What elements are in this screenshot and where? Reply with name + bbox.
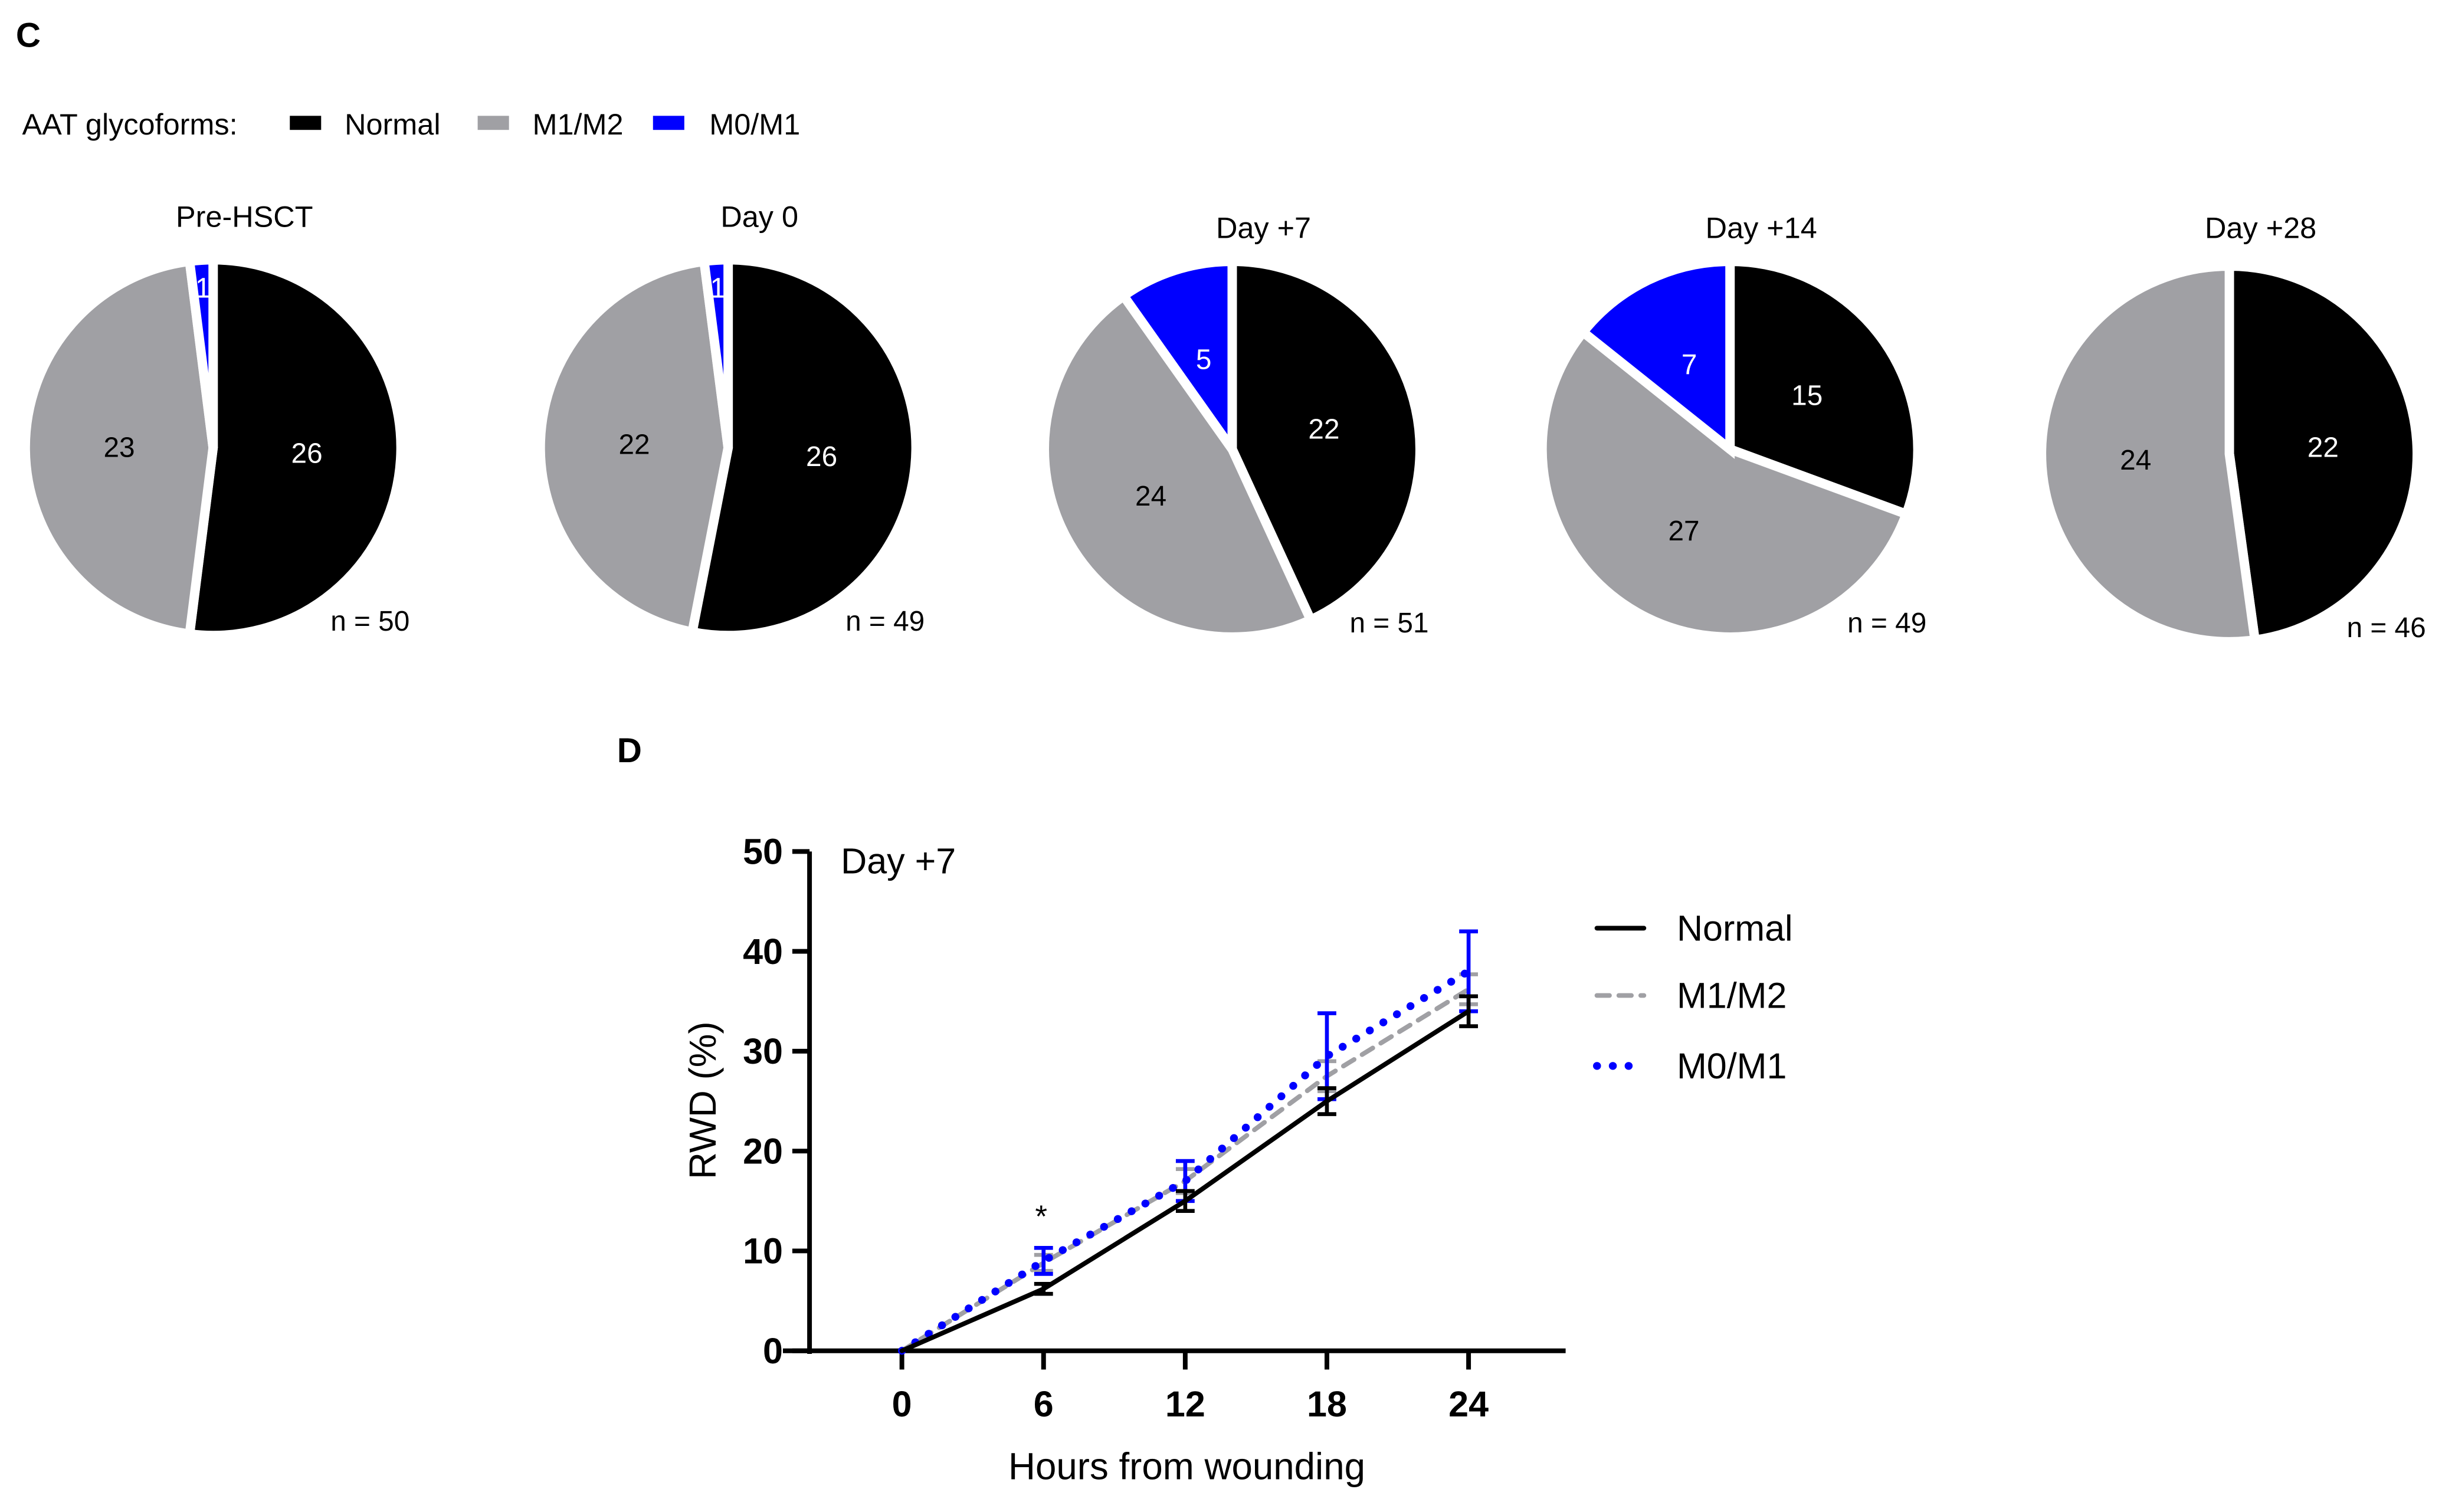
y-tick-label: 50 [743, 832, 783, 872]
pie-slice-m1m2 [1537, 325, 1913, 642]
pie-slice-m1m2 [535, 256, 733, 638]
series-line-normal [899, 1009, 1471, 1353]
y-tick-label: 0 [763, 1331, 783, 1371]
pie-slice-label: 5 [1196, 345, 1212, 376]
pie-slice-label: 24 [1135, 481, 1166, 512]
x-tick-label: 6 [1034, 1384, 1054, 1424]
pie-title: Day 0 [720, 200, 798, 234]
pie-legend-title: AAT glycoforms: [22, 107, 238, 141]
pie-slice-label: 1 [195, 273, 211, 304]
legend-swatch-m0m1 [653, 116, 684, 130]
pie-slice-normal [2224, 261, 2422, 645]
pie-slice-label: 27 [1668, 516, 1699, 547]
pie-day28: Day +28 22 24 n = 46 [2037, 211, 2426, 647]
pie-n-label: n = 50 [330, 606, 409, 637]
x-tick-label: 24 [1448, 1384, 1489, 1424]
pie-day14: Day +14 15 27 7 n = 49 [1537, 211, 1926, 642]
pie-slice-label: 22 [618, 429, 650, 461]
legend-label-m1m2: M1/M2 [532, 107, 623, 141]
pie-slice-label: 22 [2307, 432, 2339, 463]
y-tick-label: 30 [743, 1031, 783, 1071]
line-chart: Day +7 Hours from wounding RWD (%) * 0 10… [682, 832, 1793, 1488]
pie-slice-label: 15 [1791, 380, 1823, 411]
pie-slice-m0m1 [184, 255, 218, 448]
pie-slice-m1m2 [1040, 289, 1317, 642]
pie-slice-label: 24 [2120, 445, 2151, 476]
pie-slice-m0m1 [699, 255, 733, 448]
pie-slice-label: 1 [710, 273, 726, 304]
pie-day7: Day +7 22 24 5 n = 51 [1040, 211, 1429, 642]
x-axis-label: Hours from wounding [1008, 1445, 1365, 1487]
pie-slice-m0m1 [1117, 257, 1237, 464]
series-m0m1 [897, 929, 1479, 1355]
significance-annotation: * [1035, 1199, 1047, 1234]
x-tick-label: 12 [1165, 1384, 1205, 1424]
legend-label-m1m2: M1/M2 [1677, 976, 1787, 1016]
y-tick-label: 10 [743, 1231, 783, 1271]
pie-slice-m1m2 [2037, 261, 2260, 647]
pie-title: Day +7 [1216, 211, 1311, 244]
series-normal [899, 994, 1479, 1353]
pie-title: Day +28 [2205, 211, 2316, 244]
pie-day0: Day 0 26 22 1 n = 49 [535, 200, 925, 641]
pie-n-label: n = 49 [1847, 608, 1926, 639]
panel-d-label: D [617, 732, 642, 770]
pie-n-label: n = 49 [845, 606, 925, 637]
x-tick-label: 0 [892, 1384, 912, 1424]
pie-slice-m0m1 [1576, 257, 1735, 459]
series-line-m0m1 [897, 967, 1473, 1355]
pie-slice-m1m2 [20, 256, 218, 639]
pie-slice-label: 26 [291, 438, 323, 470]
x-tick-label: 18 [1307, 1384, 1347, 1424]
panel-c-label: C [16, 17, 41, 55]
pie-slice-normal [686, 255, 921, 641]
y-axis-label: RWD (%) [682, 1021, 724, 1179]
pie-slice-normal [184, 255, 406, 641]
pie-n-label: n = 51 [1349, 608, 1428, 639]
pie-slice-label: 7 [1682, 349, 1697, 381]
pie-slice-label: 26 [806, 441, 837, 473]
y-tick-label: 40 [743, 932, 783, 972]
pie-title: Day +14 [1706, 211, 1817, 244]
pie-slice-label: 22 [1308, 414, 1339, 445]
legend-label-m0m1: M0/M1 [1677, 1046, 1787, 1086]
pie-prehsct: Pre-HSCT 26 23 1 n = 50 [20, 200, 409, 641]
legend-label-normal: Normal [345, 107, 440, 141]
y-tick-label: 20 [743, 1131, 783, 1171]
legend-label-m0m1: M0/M1 [709, 107, 800, 141]
pie-slice-normal [1725, 257, 1923, 520]
line-chart-title: Day +7 [841, 841, 956, 881]
pie-n-label: n = 46 [2347, 612, 2426, 644]
pie-title: Pre-HSCT [176, 200, 313, 234]
legend-label-normal: Normal [1677, 908, 1793, 949]
pie-slice-label: 23 [103, 432, 135, 464]
pie-legend: AAT glycoforms: Normal M1/M2 M0/M1 [22, 107, 801, 141]
legend-swatch-normal [290, 116, 322, 130]
legend-swatch-m1m2 [477, 116, 509, 130]
pie-slice-normal [1227, 257, 1425, 627]
